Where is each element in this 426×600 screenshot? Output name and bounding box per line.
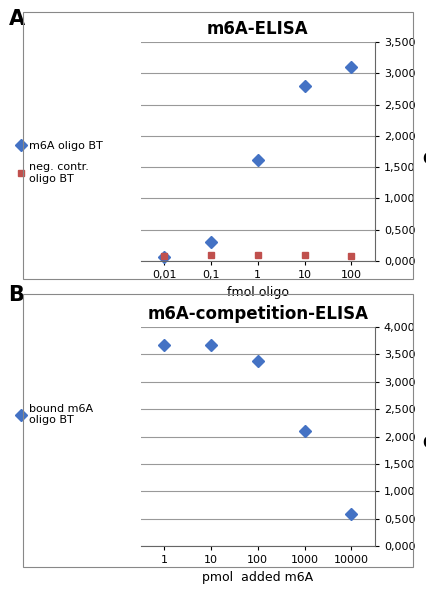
neg. contr.
oligo BT xyxy=(255,251,260,259)
bound m6A
oligo BT xyxy=(349,511,354,518)
Line: m6A oligo BT: m6A oligo BT xyxy=(160,63,356,261)
m6A oligo BT xyxy=(208,239,213,246)
Legend: bound m6A
oligo BT: bound m6A oligo BT xyxy=(17,404,94,425)
Y-axis label: OD: OD xyxy=(422,437,426,451)
bound m6A
oligo BT xyxy=(161,341,167,348)
m6A oligo BT xyxy=(161,253,167,260)
Y-axis label: OD: OD xyxy=(422,151,426,166)
neg. contr.
oligo BT xyxy=(349,253,354,260)
X-axis label: pmol  added m6A: pmol added m6A xyxy=(202,571,313,584)
neg. contr.
oligo BT xyxy=(161,253,167,260)
neg. contr.
oligo BT xyxy=(208,251,213,259)
bound m6A
oligo BT xyxy=(208,341,213,348)
Line: bound m6A
oligo BT: bound m6A oligo BT xyxy=(160,340,356,518)
Title: m6A-ELISA: m6A-ELISA xyxy=(207,20,308,38)
bound m6A
oligo BT xyxy=(302,427,307,434)
m6A oligo BT xyxy=(302,82,307,89)
Title: m6A-competition-ELISA: m6A-competition-ELISA xyxy=(147,305,368,323)
Line: neg. contr.
oligo BT: neg. contr. oligo BT xyxy=(161,251,355,259)
Legend: m6A oligo BT, neg. contr.
oligo BT: m6A oligo BT, neg. contr. oligo BT xyxy=(17,141,103,184)
m6A oligo BT xyxy=(349,64,354,71)
Text: B: B xyxy=(9,285,24,305)
Text: A: A xyxy=(9,9,25,29)
X-axis label: fmol oligo: fmol oligo xyxy=(227,286,289,299)
neg. contr.
oligo BT xyxy=(302,251,307,259)
bound m6A
oligo BT xyxy=(255,358,260,365)
m6A oligo BT xyxy=(255,156,260,163)
